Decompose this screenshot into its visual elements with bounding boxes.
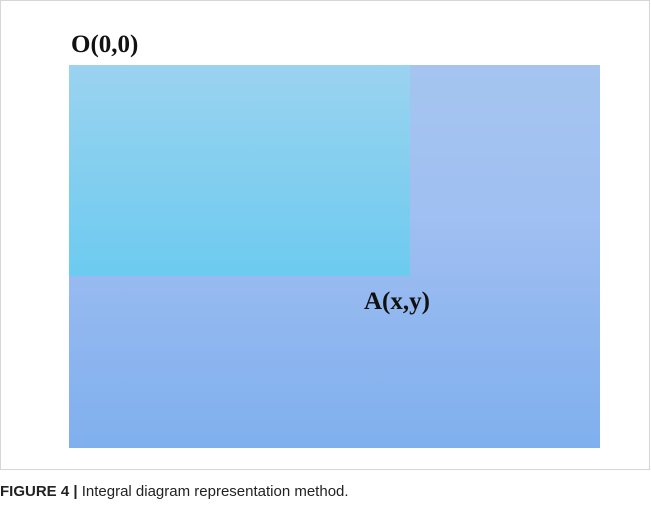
origin-label: O(0,0) [71, 31, 139, 58]
figure-caption: FIGURE 4 | Integral diagram representati… [0, 482, 349, 502]
figure-caption-text: Integral diagram representation method. [81, 483, 349, 500]
point-a-label: A(x,y) [364, 288, 430, 315]
integral-sum-region [69, 65, 410, 276]
figure-frame: O(0,0) A(x,y) [0, 0, 650, 470]
figure-caption-label: FIGURE 4 | [0, 483, 78, 500]
